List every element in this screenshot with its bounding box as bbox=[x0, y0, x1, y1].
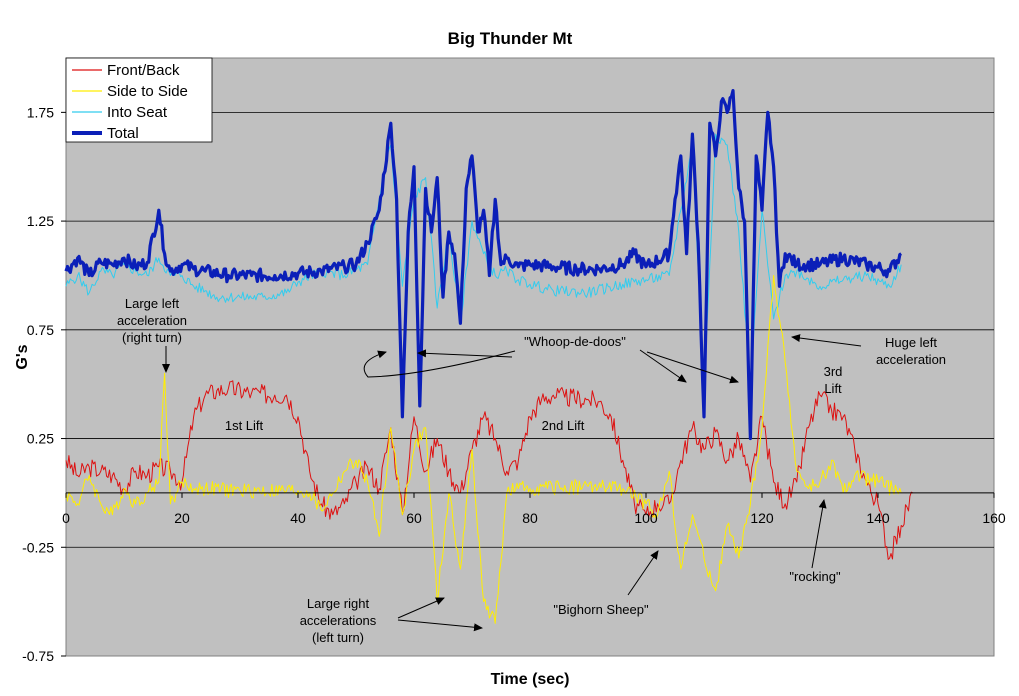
axis-layer: 0 20 40 60 80 100 120 140 160 1.75 1.25 0.75 0.25 -0.… bbox=[22, 104, 1006, 664]
annotation-arrow bbox=[811, 499, 827, 569]
y-tick-label: 1.25 bbox=[27, 213, 54, 229]
annotation-text: acceleration bbox=[876, 352, 946, 367]
x-tick-label: 140 bbox=[866, 510, 890, 526]
series-line-total bbox=[64, 89, 903, 441]
legend: Front/Back Side to Side Into Seat Total bbox=[65, 57, 213, 143]
x-tick-label: 80 bbox=[522, 510, 538, 526]
annotation-arrow bbox=[397, 597, 445, 619]
series-layer bbox=[64, 89, 914, 624]
annotation-arrow bbox=[417, 349, 513, 358]
annotation-arrow bbox=[646, 351, 739, 384]
legend-label: Front/Back bbox=[107, 62, 180, 79]
y-tick-label: 0.75 bbox=[27, 322, 54, 338]
x-tick-label: 60 bbox=[406, 510, 422, 526]
chart-title: Big Thunder Mt bbox=[448, 29, 573, 48]
annotation-text: (right turn) bbox=[122, 330, 182, 345]
x-tick-label: 100 bbox=[634, 510, 658, 526]
x-axis-title: Time (sec) bbox=[491, 671, 570, 688]
legend-label: Side to Side bbox=[107, 83, 188, 100]
series-line-front-back bbox=[65, 380, 914, 560]
annotation-arrow bbox=[397, 619, 483, 632]
annotation-arrow bbox=[363, 350, 516, 378]
x-tick-label: 160 bbox=[982, 510, 1006, 526]
legend-box bbox=[65, 57, 213, 143]
annotation-text: 2nd Lift bbox=[542, 418, 585, 433]
annotation-text: Large left bbox=[125, 296, 180, 311]
y-tick-label: 1.75 bbox=[27, 104, 54, 120]
x-tick-label: 120 bbox=[750, 510, 774, 526]
legend-label: Total bbox=[107, 125, 139, 142]
annotation-arrow bbox=[791, 334, 862, 347]
annotation-text: Large right bbox=[307, 596, 370, 611]
annotation-text: "rocking" bbox=[789, 569, 841, 584]
annotation-text: (left turn) bbox=[312, 630, 364, 645]
annotation-arrow bbox=[639, 349, 687, 383]
x-tick-label: 20 bbox=[174, 510, 190, 526]
y-tick-label: -0.25 bbox=[22, 539, 54, 555]
plot-area bbox=[65, 57, 995, 657]
annotation-text: acceleration bbox=[117, 313, 187, 328]
annotation-arrow bbox=[627, 550, 659, 596]
annotation-text: "Bighorn Sheep" bbox=[553, 602, 649, 617]
x-tick-label: 0 bbox=[62, 510, 70, 526]
annotation-text: 1st Lift bbox=[225, 418, 264, 433]
y-axis-title: G's bbox=[14, 344, 31, 369]
y-tick-label: 0.25 bbox=[27, 431, 54, 447]
series-line-side-to-side bbox=[65, 275, 902, 624]
annotation-text: Huge left bbox=[885, 335, 937, 350]
annotations: Large left acceleration (right turn) 1st Li… bbox=[117, 296, 946, 645]
annotation-text: Lift bbox=[824, 381, 842, 396]
annotation-text: "Whoop-de-doos" bbox=[524, 334, 626, 349]
legend-label: Into Seat bbox=[107, 104, 168, 121]
x-tick-label: 40 bbox=[290, 510, 306, 526]
gridlines bbox=[66, 111, 994, 548]
annotation-text: accelerations bbox=[300, 613, 377, 628]
annotation-text: 3rd bbox=[824, 364, 843, 379]
y-tick-label: -0.75 bbox=[22, 648, 54, 664]
